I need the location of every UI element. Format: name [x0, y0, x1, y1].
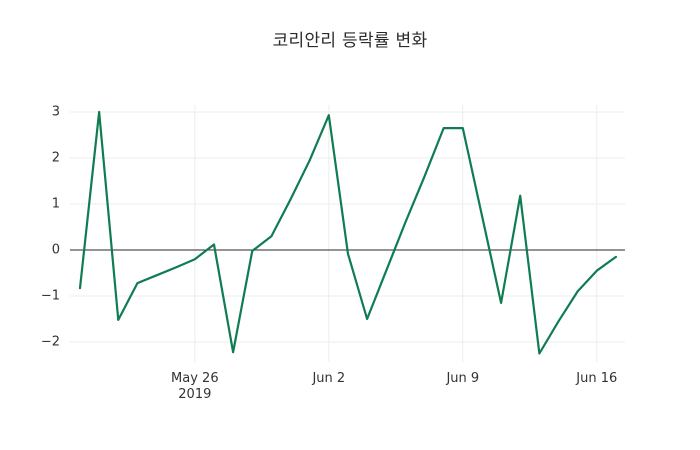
chart-title: 코리안리 등락률 변화: [272, 31, 428, 51]
data-series-line: [78, 110, 618, 355]
y-tick-label: −2: [40, 334, 60, 350]
x-tick-label-main: Jun 9: [446, 371, 480, 386]
x-tick-label-main: Jun 2: [312, 371, 346, 386]
x-tick-label: Jun 16: [542, 371, 652, 387]
x-tick-label: Jun 2: [274, 371, 384, 387]
y-tick-label: −1: [40, 288, 60, 304]
x-tick-label: May 26 2019: [140, 371, 250, 403]
y-tick-label: 1: [51, 196, 60, 212]
x-tick-label-year: 2019: [178, 387, 212, 402]
y-grid-lines: [70, 111, 625, 343]
x-grid-lines: [194, 105, 598, 362]
series-polyline: [78, 110, 618, 355]
y-tick-label: 0: [51, 242, 60, 258]
y-tick-label: 2: [51, 150, 60, 166]
y-tick-label: 3: [51, 104, 60, 120]
x-tick-label: Jun 9: [408, 371, 518, 387]
x-tick-label-main: Jun 16: [576, 371, 618, 386]
x-tick-label-main: May 26: [171, 371, 219, 386]
